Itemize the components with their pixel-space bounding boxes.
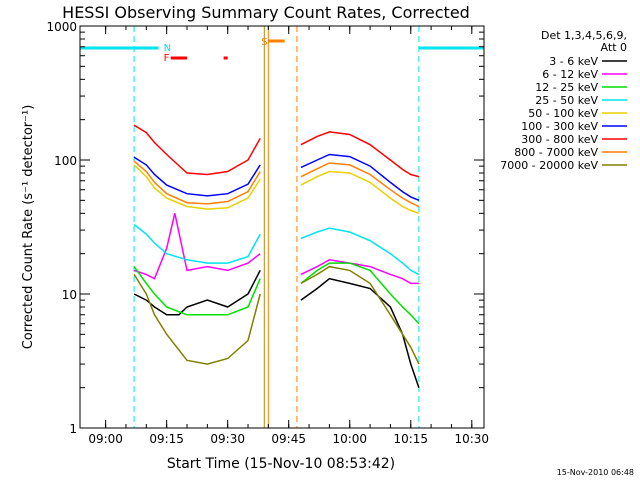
y-tick-label: 100: [54, 154, 77, 168]
series-line-3-0: [133, 223, 261, 264]
y-tick-label: 10: [62, 288, 77, 302]
legend-label: 25 - 50 keV: [535, 94, 598, 107]
y-axis-label: Corrected Count Rate (s⁻¹ detector⁻¹): [21, 105, 36, 350]
x-tick-label: 09:45: [271, 432, 306, 446]
legend-header-line1: Det 1,3,4,5,6,9,: [541, 29, 627, 42]
series-line-6-0: [133, 124, 261, 176]
x-tick-label: 10:30: [454, 432, 489, 446]
series-line-1-0: [133, 213, 261, 280]
axes: 09:00 09:15 09:30 09:45 10:00 10:15 10:30 1 10 10…: [46, 20, 489, 446]
series-line-5-1: [300, 153, 420, 201]
legend-label: 6 - 12 keV: [542, 68, 598, 81]
series-line-4-0: [133, 164, 261, 210]
series-line-8-0: [133, 274, 261, 365]
y-tick-label: 1: [69, 422, 77, 436]
series-lines: [133, 124, 420, 388]
series-line-7-0: [133, 160, 261, 205]
legend-label: 7000 - 20000 keV: [500, 159, 598, 172]
series-line-7-1: [300, 162, 420, 208]
series-line-1-1: [300, 259, 419, 285]
series-line-2-0: [133, 266, 261, 316]
series-line-0-1: [300, 277, 420, 388]
flag-label-s: S: [261, 37, 267, 48]
plot-area: NF S: [79, 26, 485, 428]
chart-title: HESSI Observing Summary Count Rates, Cor…: [62, 3, 470, 22]
x-tick-label: 09:15: [149, 432, 184, 446]
flag-label-f: F: [164, 53, 170, 64]
legend-header-line2: Att 0: [601, 41, 627, 54]
series-line-2-1: [300, 262, 420, 325]
flag-label-n: N: [164, 43, 171, 54]
legend-label: 12 - 25 keV: [535, 81, 598, 94]
legend-label: 3 - 6 keV: [549, 55, 598, 68]
series-line-8-1: [300, 265, 420, 365]
y-tick-label: 1000: [46, 20, 77, 34]
x-tick-label: 09:30: [210, 432, 245, 446]
legend-label: 50 - 100 keV: [528, 107, 598, 120]
legend-label: 100 - 300 keV: [521, 120, 598, 133]
x-tick-label: 09:00: [88, 432, 123, 446]
footer-timestamp: 15-Nov-2010 06:48: [557, 468, 634, 477]
plot-frame: [79, 25, 485, 429]
legend-label: 300 - 800 keV: [521, 133, 598, 146]
series-line-4-1: [300, 170, 420, 215]
series-line-5-0: [133, 156, 261, 197]
x-axis-label: Start Time (15-Nov-10 08:53:42): [167, 456, 395, 472]
legend-label: 800 - 7000 keV: [514, 146, 598, 159]
series-line-3-1: [300, 227, 420, 276]
x-tick-label: 10:15: [393, 432, 428, 446]
x-tick-label: 10:00: [332, 432, 367, 446]
series-line-6-1: [300, 131, 420, 178]
